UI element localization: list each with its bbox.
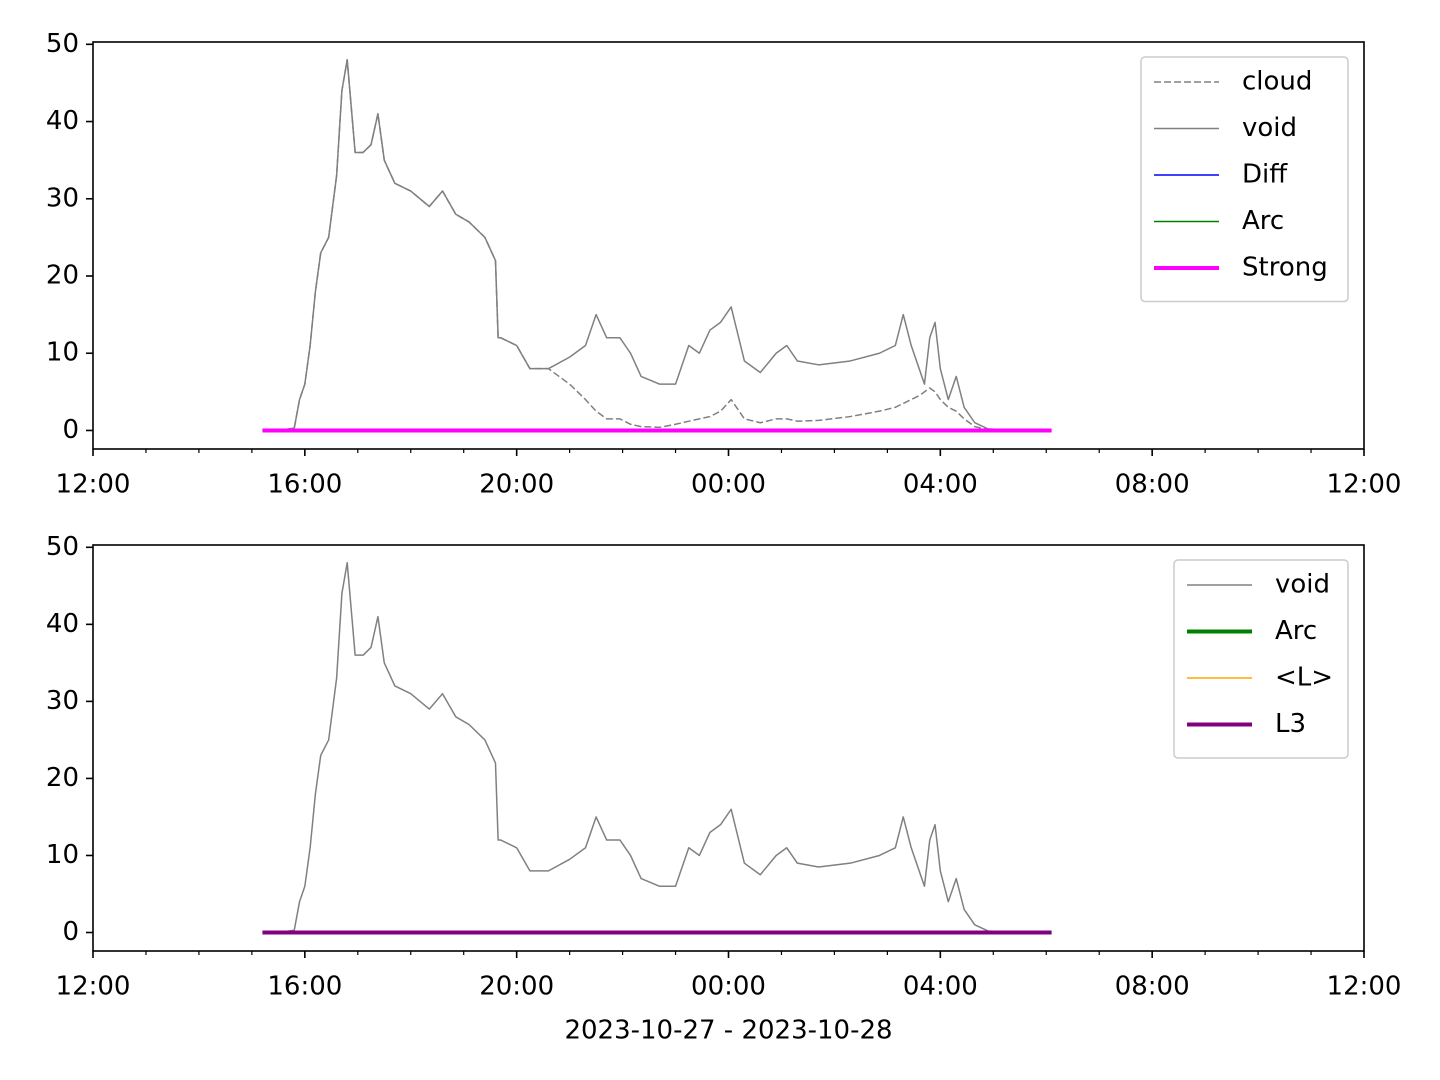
axes: 0 10 20 30 40 50 12:00 16:00 20:00 00:00 04:00 08:0… bbox=[46, 532, 1402, 1046]
legend-label: Diff bbox=[1242, 160, 1288, 190]
y-tick-label: 10 bbox=[46, 338, 79, 368]
legend-frame bbox=[1140, 56, 1349, 303]
y-tick-label: 20 bbox=[46, 763, 79, 793]
legend-label: <L> bbox=[1275, 663, 1333, 693]
y-tick-label: 40 bbox=[46, 609, 79, 639]
x-tick-label: 12:00 bbox=[1327, 470, 1402, 500]
legend-label: Strong bbox=[1242, 253, 1328, 283]
x-tick-label: 00:00 bbox=[691, 972, 766, 1002]
x-tick-label: 08:00 bbox=[1115, 972, 1190, 1002]
x-tick-label: 04:00 bbox=[903, 470, 978, 500]
x-tick-label: 16:00 bbox=[267, 972, 342, 1002]
x-tick-label: 12:00 bbox=[56, 470, 131, 500]
y-tick-label: 30 bbox=[46, 686, 79, 716]
x-tick-label: 12:00 bbox=[56, 972, 131, 1002]
series-line bbox=[265, 59, 1052, 432]
y-tick-label: 10 bbox=[46, 840, 79, 870]
legend: void Arc <L> L3 bbox=[1173, 559, 1349, 759]
series-line bbox=[265, 561, 1052, 934]
x-tick-label: 12:00 bbox=[1327, 972, 1402, 1002]
legend-label: cloud bbox=[1242, 67, 1312, 97]
axes: 0 10 20 30 40 50 12:00 16:00 20:00 00:00 04:00 08:0… bbox=[46, 29, 1402, 500]
series-line bbox=[265, 59, 1052, 432]
legend-label: Arc bbox=[1275, 616, 1317, 646]
legend: cloud void Diff Arc Strong bbox=[1140, 56, 1349, 303]
y-tick-label: 30 bbox=[46, 183, 79, 213]
legend-label: Arc bbox=[1242, 206, 1284, 236]
y-tick-label: 50 bbox=[46, 532, 79, 562]
x-tick-label: 20:00 bbox=[479, 470, 554, 500]
legend-frame bbox=[1173, 559, 1349, 759]
y-tick-label: 40 bbox=[46, 106, 79, 136]
y-tick-label: 0 bbox=[62, 415, 79, 445]
x-tick-label: 20:00 bbox=[479, 972, 554, 1002]
x-tick-label: 08:00 bbox=[1115, 470, 1190, 500]
legend-label: L3 bbox=[1275, 709, 1306, 739]
y-tick-label: 20 bbox=[46, 261, 79, 291]
x-axis-label: 2023-10-27 - 2023-10-28 bbox=[564, 1016, 892, 1046]
y-tick-label: 50 bbox=[46, 29, 79, 59]
x-tick-label: 00:00 bbox=[691, 470, 766, 500]
legend-label: void bbox=[1242, 113, 1297, 143]
x-tick-label: 16:00 bbox=[267, 470, 342, 500]
legend-label: void bbox=[1275, 570, 1330, 600]
x-tick-label: 04:00 bbox=[903, 972, 978, 1002]
y-tick-label: 0 bbox=[62, 917, 79, 947]
